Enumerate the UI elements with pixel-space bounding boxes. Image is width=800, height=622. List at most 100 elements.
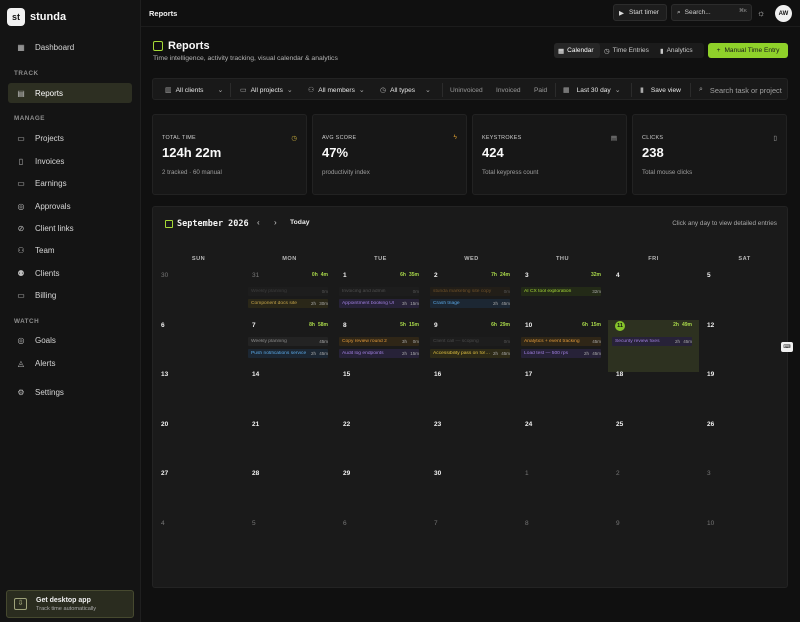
sidebar-item-label: Client links	[35, 223, 74, 233]
calendar-day[interactable]: 26	[699, 419, 787, 471]
time-entry[interactable]: AI CX tool exploration 32m	[521, 287, 601, 296]
time-entry[interactable]: Analytics + event tracking 45m	[521, 336, 601, 346]
calendar-day[interactable]: 6	[153, 320, 244, 372]
calendar-day[interactable]: 10	[699, 518, 787, 570]
manual-time-entry-button[interactable]: + Manual Time Entry	[708, 43, 788, 58]
calendar-day[interactable]: 5	[699, 270, 787, 322]
calendar-day[interactable]: 15	[335, 369, 426, 421]
calendar-day[interactable]: 3 32m AI CX tool exploration 32m	[517, 270, 608, 322]
calendar-day[interactable]: 6	[335, 518, 426, 570]
sidebar-item-alerts[interactable]: ◬ Alerts	[8, 353, 132, 373]
time-entry[interactable]: Appointment booking UI 3h 15m	[339, 299, 419, 308]
global-search[interactable]: ⌕ Search... ⌘K	[671, 4, 752, 21]
filter-members[interactable]: ⚇ All members ⌄	[308, 79, 365, 101]
filter-uninvoiced[interactable]: Uninvoiced	[450, 79, 483, 101]
calendar-day[interactable]: 21	[244, 419, 335, 471]
filter-invoiced[interactable]: Invoiced	[496, 79, 521, 101]
calendar-day[interactable]: 27	[153, 468, 244, 520]
sidebar-item-projects[interactable]: ▭ Projects	[8, 128, 132, 148]
filter-projects[interactable]: ▭ All projects ⌄	[240, 79, 293, 101]
calendar-day[interactable]: 11 2h 49m Security review fixes 2h 45m	[608, 319, 699, 372]
sidebar-item-client-links[interactable]: ⊘ Client links	[8, 218, 132, 238]
filter-clients[interactable]: ▥ All clients ⌄	[165, 79, 223, 101]
time-entry[interactable]: Security review fixes 2h 45m	[612, 336, 692, 346]
time-entry[interactable]: Weekly planning 0m	[248, 287, 328, 296]
calendar-day[interactable]: 31 0h 4m Weekly planning 0m Component docs si…	[244, 270, 335, 322]
calendar-day[interactable]: 2	[608, 468, 699, 520]
day-total-minutes: 15m	[590, 321, 601, 328]
calendar-day[interactable]: 1	[517, 468, 608, 520]
sidebar-item-reports[interactable]: ▤ Reports	[8, 83, 132, 103]
calendar-day[interactable]: 25	[608, 419, 699, 471]
sidebar-item-invoices[interactable]: ▯ Invoices	[8, 151, 132, 171]
sidebar-item-dashboard[interactable]: ▦ Dashboard	[8, 37, 132, 57]
filter-date-range[interactable]: ▦ Last 30 day ⌄	[563, 79, 621, 101]
time-entry[interactable]: Invoicing and admin 0m	[339, 287, 419, 296]
chevron-down-icon: ⌄	[286, 87, 293, 94]
calendar-day[interactable]: 30	[153, 270, 244, 322]
calendar-day[interactable]: 2 7h 24m stunda marketing site copy 0m Crash …	[426, 270, 517, 322]
time-entry[interactable]: stunda marketing site copy 0m	[430, 287, 510, 296]
time-entry[interactable]: Weekly planning 45m	[248, 336, 328, 346]
time-entry[interactable]: Copy review round 2 3h 0m	[339, 336, 419, 346]
chevron-left-icon[interactable]: ‹	[257, 218, 260, 227]
chevron-right-icon[interactable]: ›	[274, 218, 277, 227]
calendar-day[interactable]: 20	[153, 419, 244, 471]
sidebar-item-clients[interactable]: ⚉ Clients	[8, 263, 132, 283]
day-number: 3	[525, 272, 529, 279]
calendar-day[interactable]: 18	[608, 369, 699, 421]
calendar-day[interactable]: 17	[517, 369, 608, 421]
time-entry[interactable]: Component docs site 2h 30m	[248, 299, 328, 308]
calendar-day[interactable]: 10 6h 15m Analytics + event tracking 45m Load…	[517, 320, 608, 372]
time-entry[interactable]: Load test — 500 rps 2h 45m	[521, 348, 601, 358]
save-view-button[interactable]: ▮ Save view	[640, 79, 681, 101]
tab-analytics[interactable]: ▮ Analytics	[656, 43, 702, 58]
sidebar-item-team[interactable]: ⚇ Team	[8, 240, 132, 260]
task-search-input[interactable]: ⌕ Search task or project	[699, 79, 783, 101]
tab-time-entries[interactable]: ◷ Time Entries	[600, 43, 656, 58]
sidebar-item-earnings[interactable]: ▭ Earnings	[8, 173, 132, 193]
sidebar-item-goals[interactable]: ◎ Goals	[8, 330, 132, 350]
calendar-day[interactable]: 23	[426, 419, 517, 471]
time-entry[interactable]: Client call — scoping 0m	[430, 336, 510, 346]
calendar-day[interactable]: 30	[426, 468, 517, 520]
calendar-day[interactable]: 22	[335, 419, 426, 471]
time-entry[interactable]: Audit log endpoints 2h 15m	[339, 348, 419, 358]
time-entry[interactable]: Accessibility pass on forms 2h 45m	[430, 348, 510, 358]
calendar-day[interactable]: 29	[335, 468, 426, 520]
calendar-day[interactable]: 7 8h 58m Weekly planning 45m Push notificatio…	[244, 320, 335, 372]
calendar-day[interactable]: 12	[699, 320, 787, 372]
theme-toggle-icon[interactable]: ☼	[757, 8, 766, 18]
keyboard-shortcuts-icon[interactable]: ⌨	[781, 342, 793, 352]
desktop-app-banner[interactable]: ⇩ Get desktop app Track time automatical…	[6, 590, 134, 618]
start-timer-button[interactable]: ▶ Start timer	[613, 4, 667, 21]
sidebar-item-approvals[interactable]: ◎ Approvals	[8, 196, 132, 216]
avatar[interactable]: AW	[775, 5, 792, 22]
calendar-day[interactable]: 1 6h 35m Invoicing and admin 0m Appointment b…	[335, 270, 426, 322]
filter-types[interactable]: ◷ All types ⌄	[380, 79, 431, 101]
calendar-day[interactable]: 5	[244, 518, 335, 570]
filter-paid[interactable]: Paid	[534, 79, 547, 101]
today-button[interactable]: Today	[290, 219, 310, 226]
calendar-day[interactable]: 7	[426, 518, 517, 570]
calendar-day[interactable]: 24	[517, 419, 608, 471]
calendar-day[interactable]: 4	[608, 270, 699, 322]
calendar-day[interactable]: 14	[244, 369, 335, 421]
time-entry[interactable]: Push notifications service 2h 45m	[248, 348, 328, 358]
calendar-day[interactable]: 19	[699, 369, 787, 421]
calendar-day[interactable]: 28	[244, 468, 335, 520]
time-entry[interactable]: Crash triage 2h 45m	[430, 299, 510, 308]
calendar-day[interactable]: 9 6h 29m Client call — scoping 0m Accessibili…	[426, 320, 517, 372]
calendar-day[interactable]: 9	[608, 518, 699, 570]
calendar-day[interactable]: 3	[699, 468, 787, 520]
calendar-day[interactable]: 16	[426, 369, 517, 421]
manual-entry-label: Manual Time Entry	[724, 47, 780, 54]
sidebar-item-settings[interactable]: ⚙ Settings	[8, 382, 132, 402]
calendar-day[interactable]: 8	[517, 518, 608, 570]
app-logo[interactable]: st	[7, 8, 25, 26]
sidebar-item-billing[interactable]: ▭ Billing	[8, 285, 132, 305]
tab-calendar[interactable]: ▦ Calendar	[554, 43, 600, 58]
calendar-day[interactable]: 8 5h 15m Copy review round 2 3h 0m Audit log e…	[335, 320, 426, 372]
calendar-day[interactable]: 4	[153, 518, 244, 570]
calendar-day[interactable]: 13	[153, 369, 244, 421]
